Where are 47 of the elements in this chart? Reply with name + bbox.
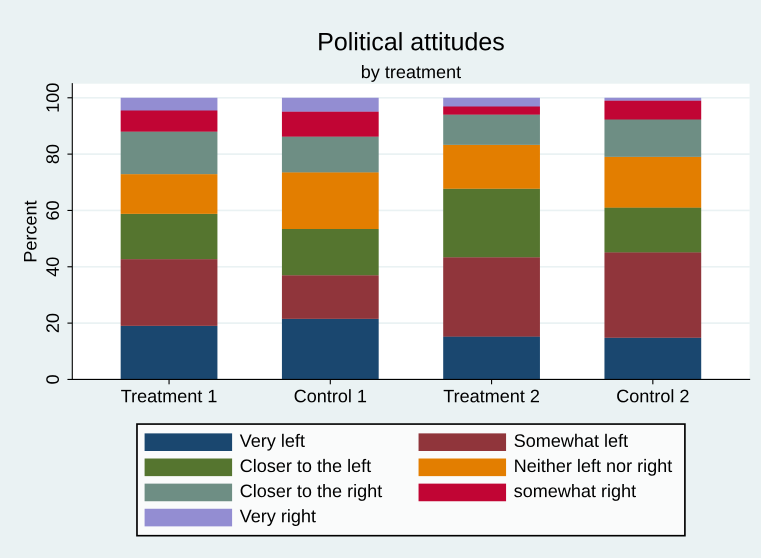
bar <box>604 156 702 208</box>
bar <box>604 252 702 338</box>
y-tick-label: 40 <box>46 257 60 276</box>
bar <box>120 98 218 110</box>
bar <box>282 275 379 319</box>
bar <box>443 114 540 145</box>
legend-label: Closer to the left <box>240 458 372 472</box>
bar <box>120 132 218 174</box>
x-tick-label: Treatment 2 <box>444 390 539 402</box>
legend-label: somewhat right <box>514 484 636 501</box>
y-tick-label: 20 <box>46 314 60 332</box>
bar <box>604 338 702 380</box>
bar <box>604 100 702 120</box>
bar <box>443 257 540 337</box>
legend-label: Neither left nor right <box>515 458 672 476</box>
bar <box>282 136 379 172</box>
bar <box>282 172 379 230</box>
bar <box>120 110 218 132</box>
bar <box>282 98 379 112</box>
legend-label: Somewhat left <box>514 434 628 448</box>
legend-label: Very right <box>240 509 316 526</box>
x-tick-label: Control 2 <box>617 389 689 402</box>
legend-label: Very left <box>240 434 305 451</box>
y-tick-label: 60 <box>46 201 60 220</box>
y-axis-title: Percent <box>24 200 37 262</box>
bar <box>443 336 540 380</box>
bar <box>604 119 702 157</box>
chart-subtitle: by treatment <box>362 65 461 82</box>
bar <box>443 98 540 107</box>
bar <box>443 188 540 258</box>
bar <box>120 326 218 380</box>
x-tick-label: Control 1 <box>294 389 366 402</box>
y-tick-label: 80 <box>46 144 60 164</box>
bar <box>120 259 218 326</box>
y-tick-label: 100 <box>46 83 60 112</box>
bar <box>443 106 540 115</box>
x-tick-label: Treatment 1 <box>121 390 217 402</box>
bar <box>604 208 702 252</box>
bar <box>120 214 218 260</box>
bar <box>120 174 218 214</box>
y-tick-label: 0 <box>46 375 60 384</box>
chart-title: Political attitudes <box>319 32 504 50</box>
bar <box>282 229 379 276</box>
bar <box>443 144 540 189</box>
bar <box>282 318 379 380</box>
bar <box>282 112 379 137</box>
legend-label: Closer to the right <box>240 484 382 501</box>
